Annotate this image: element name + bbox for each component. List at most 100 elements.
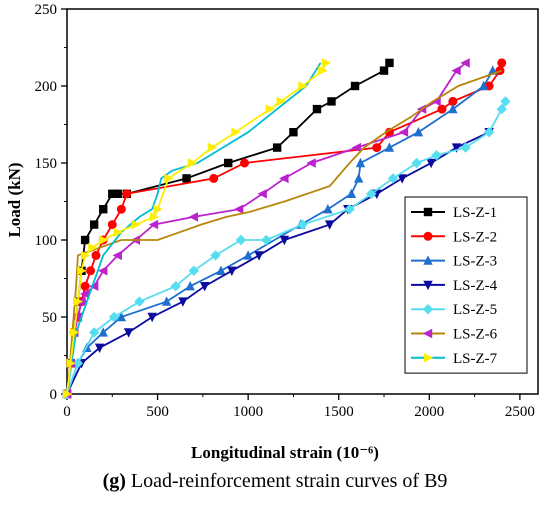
data-point (460, 58, 470, 68)
data-point (235, 234, 247, 246)
data-point (298, 81, 308, 91)
data-point (98, 266, 108, 276)
data-point (107, 220, 117, 230)
data-point (227, 266, 237, 276)
data-point (451, 65, 461, 76)
data-point (164, 173, 174, 184)
data-point (261, 234, 272, 246)
data-point (131, 219, 142, 230)
data-point (112, 250, 122, 261)
load-strain-chart: Load (kN) Longitudinal strain (10⁻⁶) 0 50… (5, 2, 539, 462)
data-point (353, 173, 364, 183)
data-point (73, 296, 84, 307)
data-point (321, 58, 332, 68)
data-point (254, 251, 264, 261)
data-point (483, 127, 495, 138)
data-point (88, 327, 100, 338)
data-point (240, 158, 250, 168)
data-point (448, 103, 458, 114)
data-point (324, 220, 335, 230)
data-point (134, 296, 145, 307)
data-point (397, 174, 407, 184)
data-point (426, 158, 436, 169)
data-point (385, 58, 394, 68)
legend-marker (423, 207, 433, 217)
x-tick-label: 2500 (505, 404, 535, 420)
legend-label: LS-Z-2 (453, 229, 497, 245)
data-point (351, 142, 362, 153)
data-point (170, 281, 181, 292)
data-point (451, 143, 462, 153)
figure-caption: (g) Load-reinforcement strain curves of … (0, 470, 550, 493)
caption-prefix: (g) (102, 470, 126, 492)
data-point (411, 157, 422, 169)
legend-label: LS-Z-5 (453, 302, 497, 318)
legend-marker (422, 328, 433, 339)
data-point (153, 204, 163, 214)
data-point (209, 173, 219, 183)
data-point (188, 265, 200, 276)
legend-label: LS-Z-7 (453, 351, 498, 367)
data-point (77, 266, 87, 276)
data-point (431, 150, 442, 161)
data-point (257, 189, 267, 199)
data-point (355, 157, 366, 168)
data-point (297, 219, 308, 230)
data-point (372, 143, 382, 153)
data-point (147, 312, 157, 323)
series-ls-z-7 (66, 69, 503, 395)
data-point (113, 227, 123, 237)
data-point (437, 104, 447, 114)
data-point (88, 281, 99, 291)
data-point (289, 128, 298, 137)
legend-label: LS-Z-1 (453, 205, 497, 221)
data-point (413, 127, 424, 137)
series-ls-z-6 (61, 58, 470, 399)
y-tick-label: 150 (35, 156, 58, 172)
data-point (80, 250, 91, 261)
data-point (497, 58, 507, 68)
data-point (148, 219, 159, 230)
data-point (80, 281, 90, 291)
legend-label: LS-Z-4 (453, 278, 498, 294)
legend-marker (423, 280, 433, 291)
x-tick-label: 0 (63, 404, 71, 420)
data-point (318, 65, 328, 76)
y-axis-label: Load (kN) (5, 162, 24, 237)
x-axis-label: Longitudinal strain (10⁻⁶) (191, 443, 379, 462)
series-extra-7 (66, 62, 322, 395)
data-point (346, 188, 357, 198)
data-point (182, 174, 191, 183)
data-point (398, 127, 409, 137)
legend-label: LS-Z-6 (453, 327, 498, 343)
data-point (210, 250, 221, 261)
legend-marker (422, 304, 434, 315)
data-point (94, 343, 105, 353)
data-point (86, 266, 96, 276)
data-point (72, 358, 84, 369)
x-tick-label: 500 (146, 404, 169, 420)
data-point (79, 289, 90, 299)
data-point (80, 235, 90, 245)
series-line (66, 101, 507, 395)
data-point (116, 311, 127, 322)
data-point (161, 296, 172, 306)
data-point (387, 173, 399, 184)
x-tick-label: 2000 (414, 404, 444, 420)
data-point (108, 311, 120, 323)
data-point (384, 127, 394, 137)
data-point (99, 205, 108, 214)
legend: LS-Z-1 LS-Z-2 LS-Z-3 LS-Z-4 LS-Z-5 LS-Z-6 LS-Z… (404, 196, 528, 374)
x-tick-label: 1000 (233, 404, 263, 420)
data-point (88, 243, 98, 253)
series-extra-8 (62, 58, 332, 399)
data-point (224, 158, 233, 168)
data-point (233, 204, 244, 214)
data-point (384, 142, 395, 152)
data-point (98, 327, 108, 337)
data-point (279, 235, 290, 246)
data-point (344, 204, 355, 215)
y-tick-label: 250 (35, 2, 58, 18)
data-point (306, 158, 316, 168)
legend-marker (423, 353, 434, 363)
